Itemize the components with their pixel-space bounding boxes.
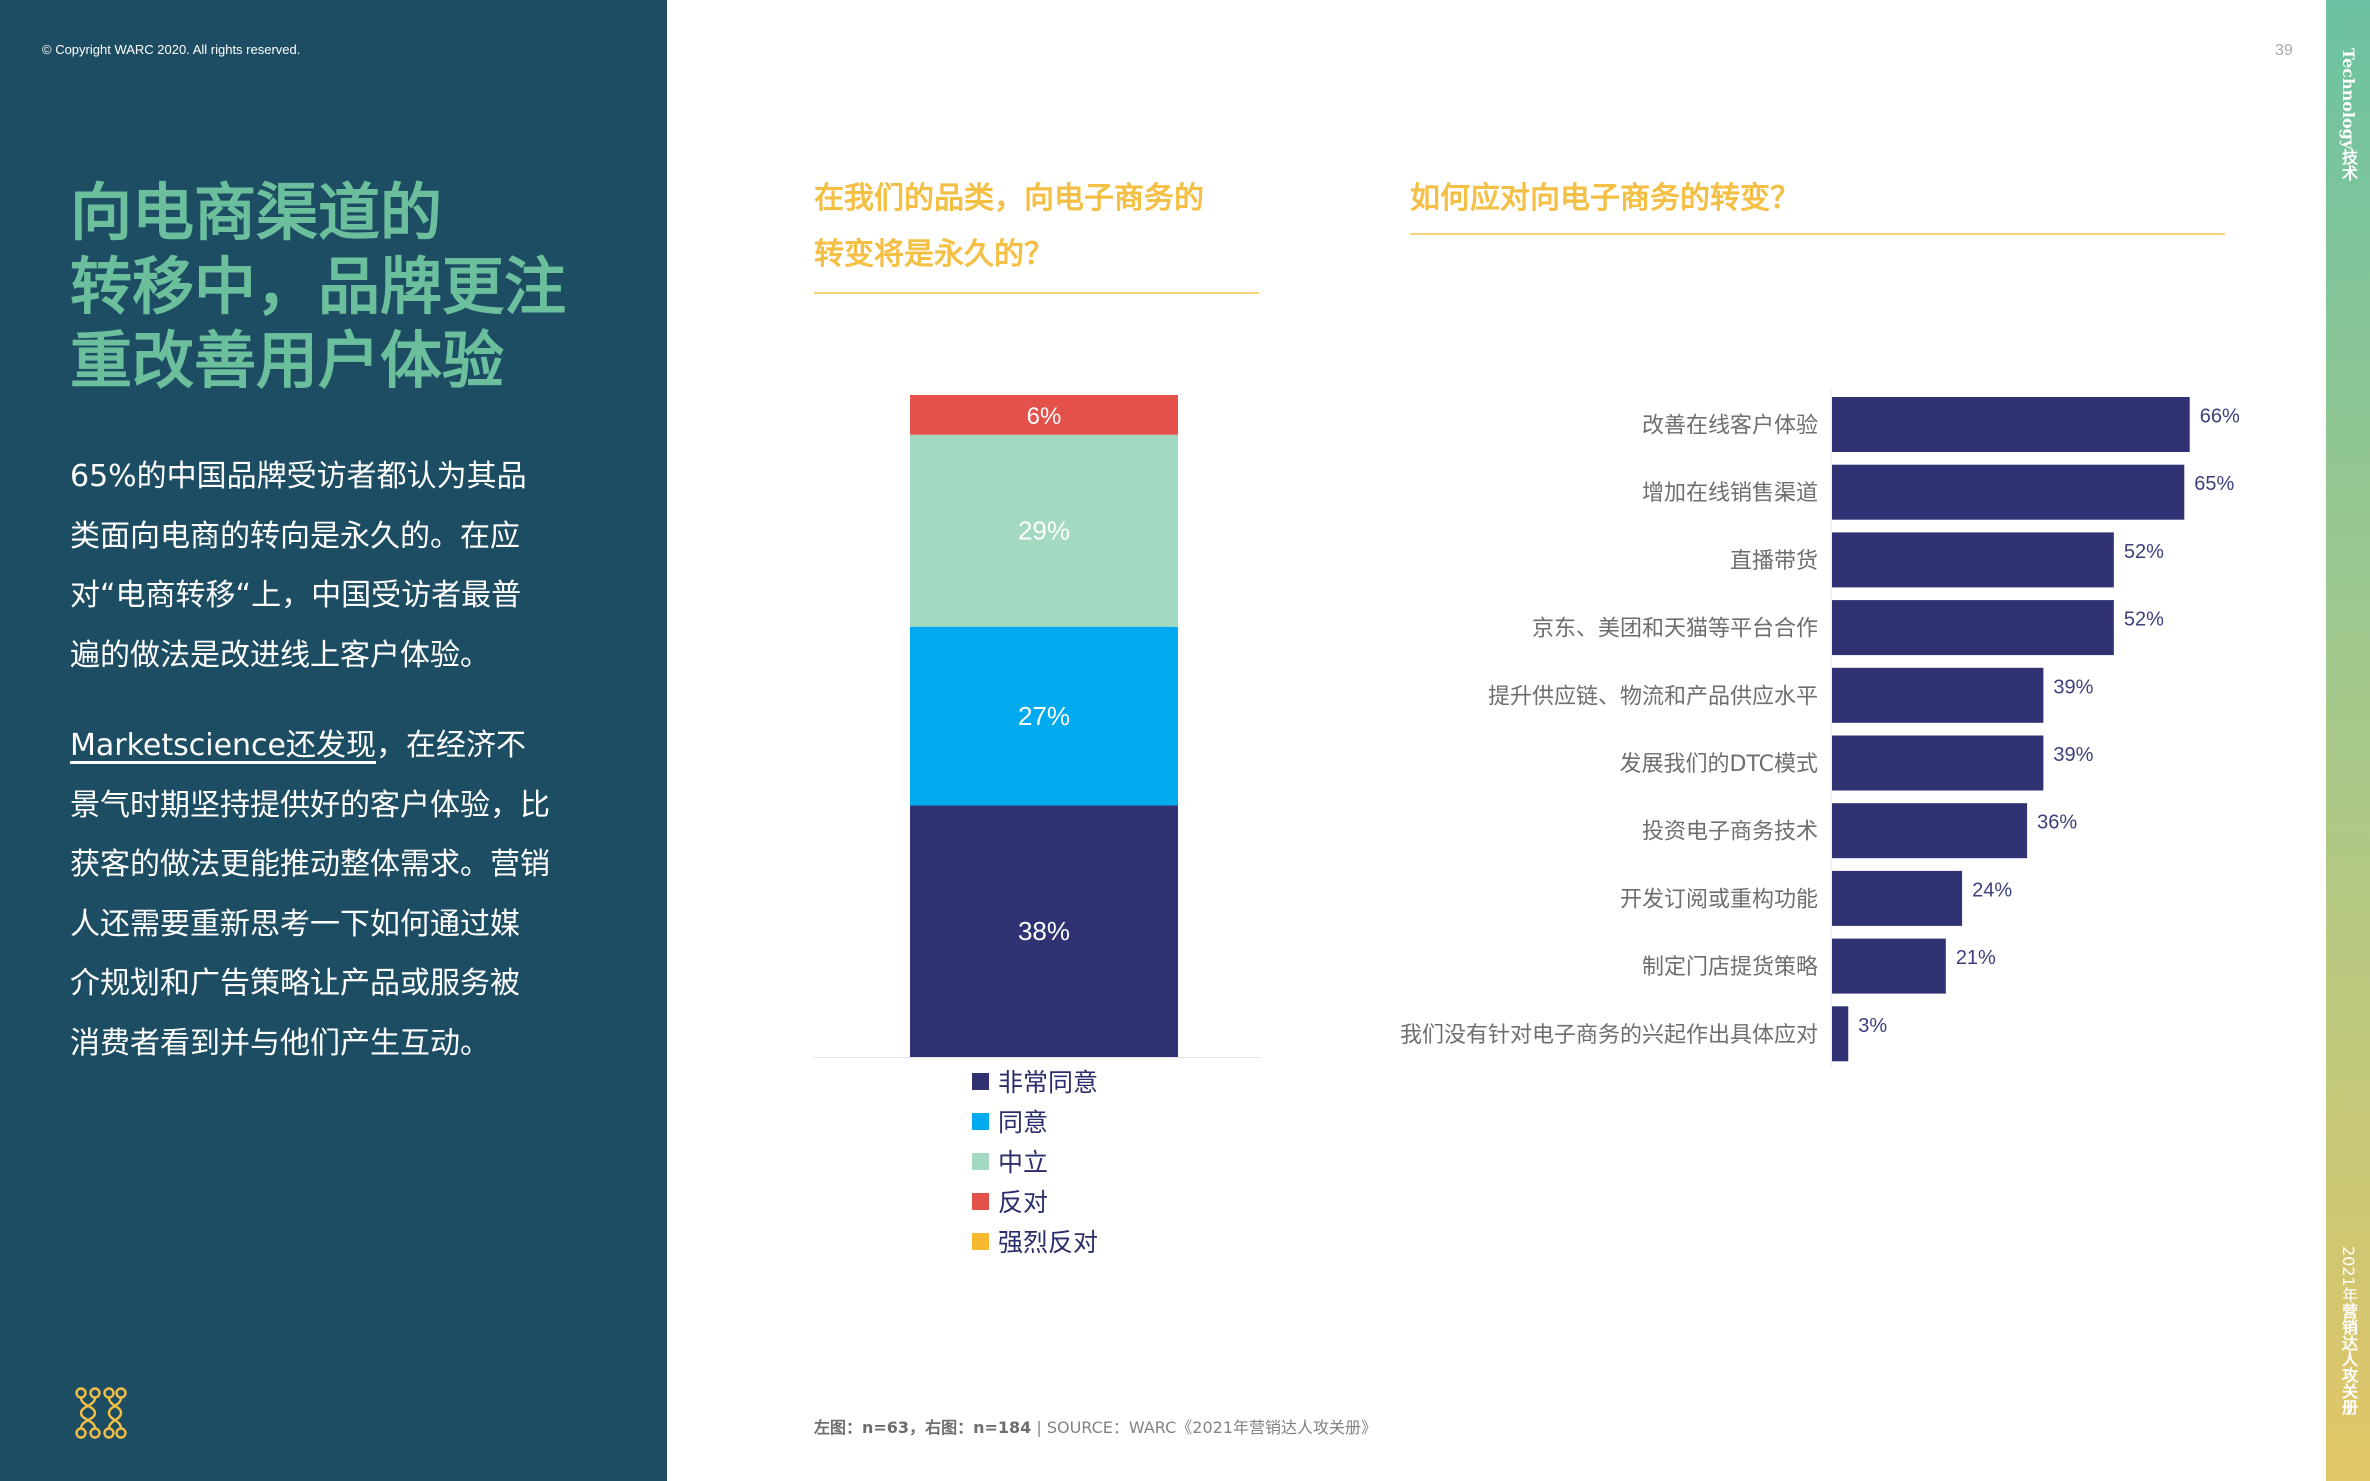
bar (1832, 735, 2044, 791)
bar-value-label: 3% (1858, 1015, 1887, 1037)
footer-note: 左图：n=63，右图：n=184 | SOURCE：WARC《2021年营销达人… (814, 1414, 1377, 1438)
paragraph-line: 获客的做法更能推动整体需求。营销 (70, 847, 550, 882)
legend-label: 非常同意 (998, 1068, 1098, 1097)
category-label: 改善在线客户体验 (1642, 414, 1818, 439)
segment-value-label: 38% (1018, 916, 1070, 946)
side-tab-publication: 2021年营销达人攻关册 (2336, 1246, 2360, 1415)
bar (1832, 1006, 1849, 1062)
sample-size: 左图：n=63，右图：n=184 (814, 1418, 1032, 1437)
bar (1832, 938, 1946, 994)
bar-value-label: 66% (2200, 406, 2240, 428)
category-label: 发展我们的DTC模式 (1620, 752, 1818, 777)
paragraph-line: 类面向电商的转向是永久的。在应 (70, 518, 520, 554)
stack-segment (910, 805, 1178, 1057)
legend-swatch (972, 1153, 989, 1170)
legend-swatch (972, 1233, 989, 1250)
left-chart-title: 在我们的品类，向电子商务的 转变将是永久的？ (814, 171, 1204, 283)
paragraph-2: Marketscience还发现，在经济不 景气时期坚持提供好的客户体验，比 获… (70, 716, 610, 1073)
paragraph-line: Marketscience还发现，在经济不 (70, 716, 610, 776)
bar (1832, 464, 2185, 520)
bar (1832, 397, 2190, 452)
segment-value-label: 29% (1018, 516, 1070, 546)
headline-line: 重改善用户体验 (70, 324, 505, 397)
paragraph-line: 65%的中国品牌受访者都认为其品 (70, 459, 527, 494)
left-panel (0, 0, 667, 1481)
paragraph-line: 人还需要重新思考一下如何通过媒 (70, 906, 520, 942)
headline-line: 转移中，品牌更注 (70, 250, 567, 323)
bar-value-label: 65% (2194, 473, 2234, 495)
marketscience-link[interactable]: Marketscience还发现 (70, 728, 377, 763)
publication-title: 营销达人攻关册 (2339, 1302, 2358, 1415)
side-tab-title: Technology技术 (2339, 48, 2358, 182)
paragraph-line: 介规划和广告策略让产品或服务被 (70, 966, 520, 1001)
bar-value-label: 39% (2053, 744, 2093, 766)
legend-label: 反对 (998, 1188, 1048, 1217)
category-label: 制定门店提货策略 (1642, 955, 1818, 980)
legend-swatch (972, 1113, 989, 1130)
paragraph-1: 65%的中国品牌受访者都认为其品 类面向电商的转向是永久的。在应 对“电商转移“… (70, 447, 610, 685)
bar (1832, 600, 2114, 656)
page-number: 39 (2275, 42, 2293, 59)
copyright: © Copyright WARC 2020. All rights reserv… (42, 42, 301, 57)
segment-value-label: 27% (1018, 701, 1070, 731)
stack-segment (910, 434, 1178, 627)
left-title-divider (814, 292, 1259, 294)
headline: 向电商渠道的 转移中，品牌更注 重改善用户体验 (70, 176, 630, 398)
bar-value-label: 52% (2124, 541, 2164, 563)
bar-value-label: 24% (1972, 879, 2012, 901)
bar (1832, 667, 2044, 723)
category-label: 直播带货 (1730, 549, 1818, 574)
legend-label: 同意 (998, 1108, 1048, 1137)
legend-label: 强烈反对 (998, 1228, 1098, 1257)
bar-value-label: 39% (2053, 676, 2093, 698)
paragraph-text: ，在经济不 (376, 728, 527, 763)
paragraph-line: 遍的做法是改进线上客户体验。 (70, 637, 490, 673)
chart-title-line: 在我们的品类，向电子商务的 (814, 181, 1204, 216)
category-label: 京东、美团和天猫等平台合作 (1532, 617, 1818, 642)
category-label: 投资电子商务技术 (1642, 820, 1818, 845)
stack-segment (910, 395, 1178, 435)
publication-year: 2021年 (2339, 1246, 2358, 1303)
category-label: 我们没有针对电子商务的兴起作出具体应对 (1400, 1023, 1818, 1048)
bar (1832, 532, 2114, 588)
bar-value-label: 52% (2124, 609, 2164, 631)
category-label: 开发订阅或重构功能 (1620, 887, 1818, 912)
bar-value-label: 21% (1956, 947, 1996, 969)
bar (1832, 803, 2028, 859)
paragraph-line: 对“电商转移“上，中国受访者最普 (70, 578, 522, 613)
legend-label: 中立 (998, 1148, 1048, 1177)
category-label: 提升供应链、物流和产品供应水平 (1488, 684, 1818, 709)
segment-value-label: 6% (1027, 403, 1062, 430)
bar (1832, 870, 1963, 926)
warc-logo-icon (75, 1387, 127, 1439)
category-label: 增加在线销售渠道 (1642, 481, 1818, 506)
legend-swatch (972, 1073, 989, 1090)
chart-title-line: 转变将是永久的？ (814, 237, 1054, 272)
source-text: | SOURCE：WARC《2021年营销达人攻关册》 (1031, 1418, 1377, 1437)
right-chart-title: 如何应对向电子商务的转变？ (1410, 171, 1800, 227)
paragraph-line: 景气时期坚持提供好的客户体验，比 (70, 787, 550, 823)
headline-line: 向电商渠道的 (70, 176, 443, 249)
right-title-divider (1410, 233, 2225, 235)
legend-swatch (972, 1193, 989, 1210)
stack-segment (910, 626, 1178, 806)
bar-value-label: 36% (2037, 812, 2077, 834)
paragraph-line: 消费者看到并与他们产生互动。 (70, 1025, 490, 1061)
chart-title-line: 如何应对向电子商务的转变？ (1410, 181, 1800, 216)
side-tab (2326, 0, 2370, 1481)
